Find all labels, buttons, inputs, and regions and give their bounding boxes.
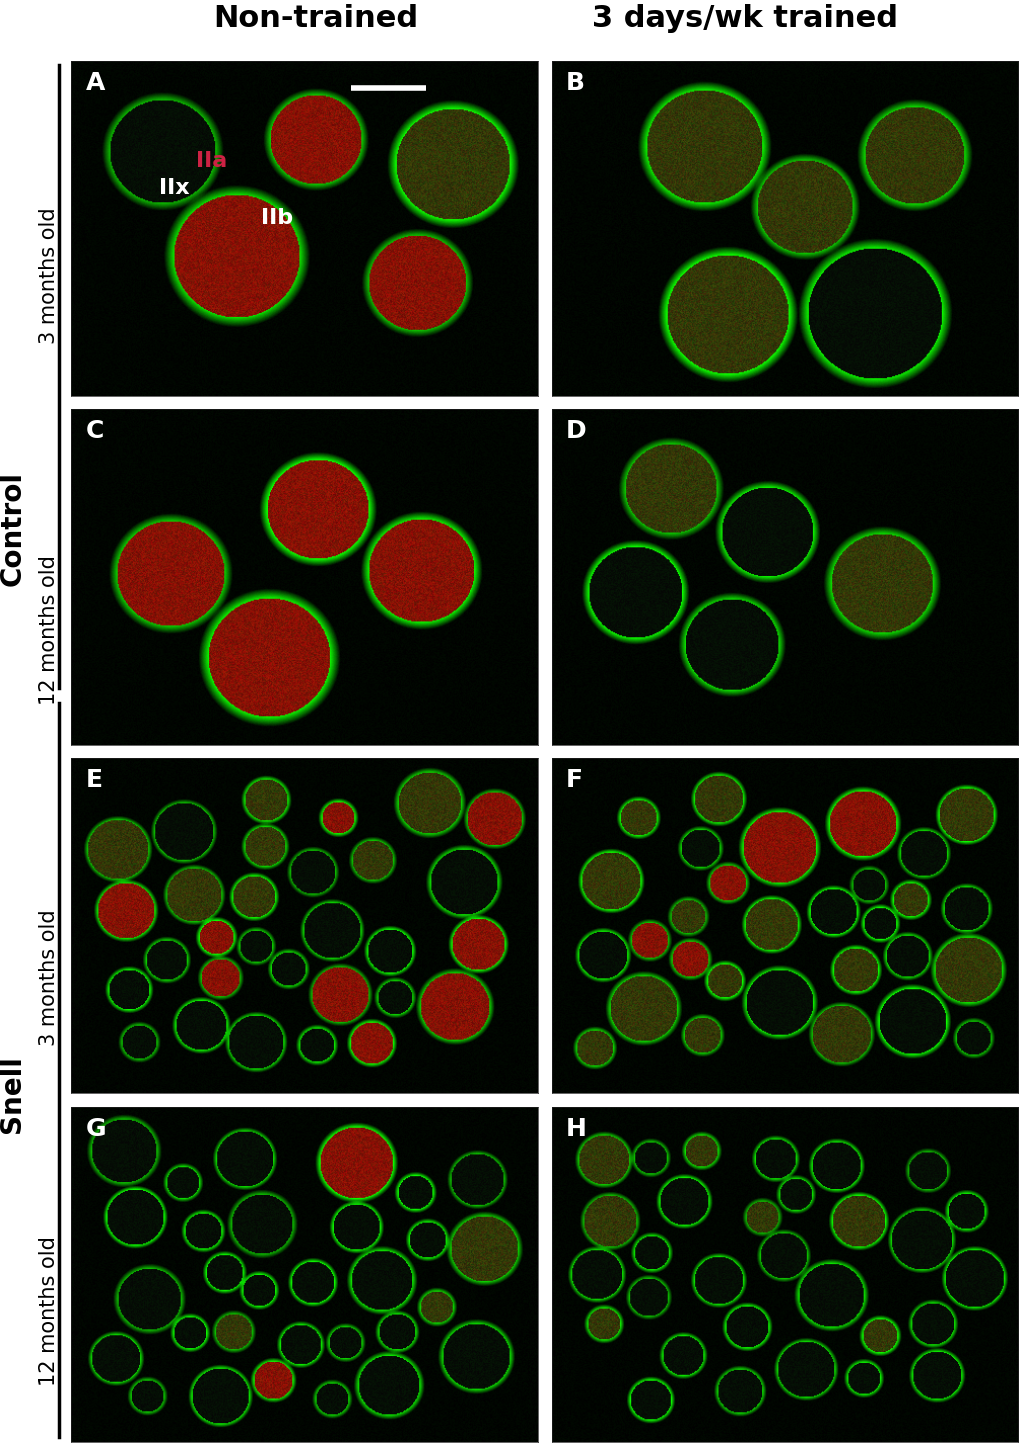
Text: 3 months old: 3 months old <box>39 910 59 1046</box>
Text: 3 months old: 3 months old <box>39 207 59 343</box>
Text: B: B <box>566 71 584 96</box>
Text: IIx: IIx <box>159 178 190 199</box>
Text: Control: Control <box>0 471 26 587</box>
Text: H: H <box>566 1117 586 1140</box>
Text: Non-trained: Non-trained <box>213 4 419 33</box>
Text: 12 months old: 12 months old <box>39 555 59 706</box>
Text: Snell: Snell <box>0 1055 26 1133</box>
Text: 12 months old: 12 months old <box>39 1236 59 1387</box>
Text: F: F <box>566 768 582 793</box>
Text: A: A <box>86 71 105 96</box>
Text: IIa: IIa <box>196 151 226 171</box>
Text: E: E <box>86 768 102 793</box>
Text: C: C <box>86 420 104 443</box>
Text: 3 days/wk trained: 3 days/wk trained <box>591 4 897 33</box>
Text: D: D <box>566 420 586 443</box>
Text: G: G <box>86 1117 106 1140</box>
Text: IIb: IIb <box>260 209 292 229</box>
